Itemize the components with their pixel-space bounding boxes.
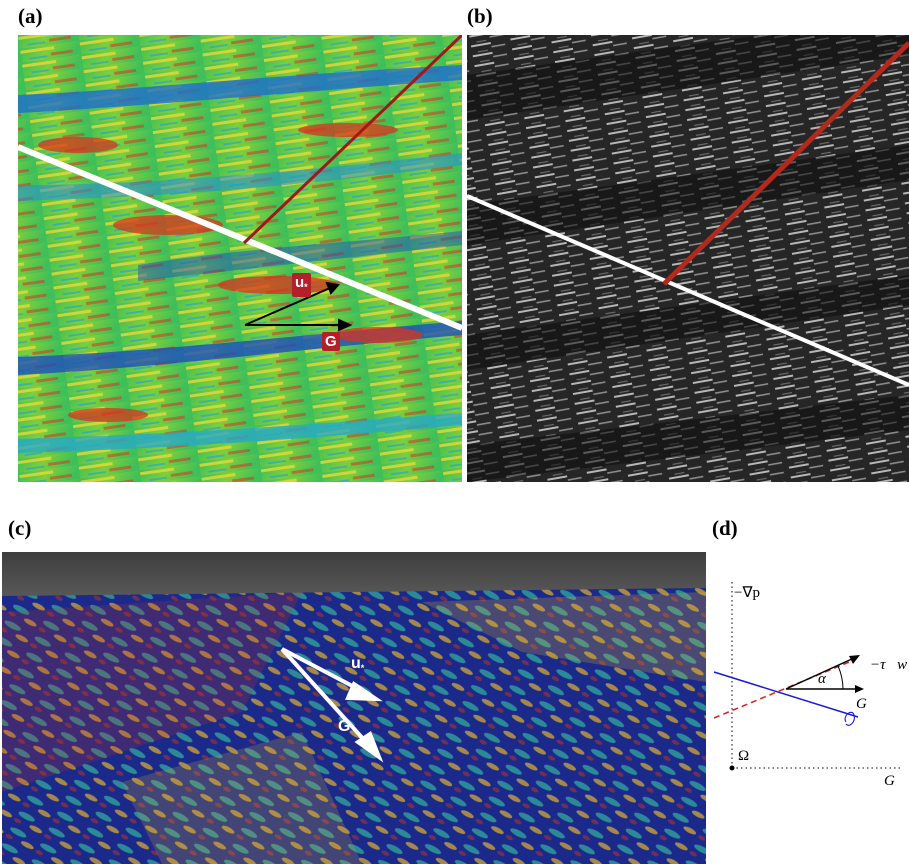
panel-c-geostrophic-label: G <box>338 718 351 735</box>
panel-d-wall-stress-arrowhead <box>849 655 860 664</box>
panel-b-label: (b) <box>467 4 493 28</box>
panel-a-friction-velocity-arrow <box>244 287 331 326</box>
panel-d-rotation-icon <box>844 711 855 726</box>
panel-a-background <box>18 35 462 482</box>
panel-d-angle-arc <box>837 665 844 690</box>
panel-d-wall-stress-label: −τ⃗w <box>870 657 908 673</box>
panel-d-geostrophic-arrow-label: G⃗ <box>856 696 879 712</box>
panel-d-geostrophic-arrowhead <box>855 685 864 693</box>
panel-d-wall-stress-arrow <box>785 657 855 690</box>
panel-b-red-line <box>662 41 909 286</box>
panel-d-red-dashed-line <box>713 659 855 719</box>
panel-b-dark-bands <box>467 35 909 482</box>
panel-b-white-line <box>467 194 909 387</box>
panel-c-perspective-visualization: u* G <box>2 552 706 864</box>
panel-d-canvas <box>713 580 902 771</box>
panel-c-canvas <box>2 552 706 864</box>
panel-a-red-line <box>242 35 462 245</box>
panel-c-geostrophic-arrow <box>280 647 368 744</box>
panel-d-geostrophic-axis-label: G⃗ <box>884 773 907 789</box>
panel-c-friction-velocity-text: u <box>351 655 361 672</box>
panel-a-flow-visualization: u* G <box>18 35 462 482</box>
panel-a-friction-velocity-arrowhead <box>325 281 340 295</box>
panel-a-vectors <box>244 281 353 332</box>
panel-a-friction-velocity-subscript: * <box>304 282 308 292</box>
panel-c-friction-velocity-subscript: * <box>360 663 365 673</box>
panel-d-origin-dot <box>729 765 735 771</box>
panel-b-canvas <box>467 35 909 482</box>
panel-a-label: (a) <box>18 4 43 28</box>
panel-c-friction-velocity-arrow <box>281 647 361 692</box>
panel-b-streak-visualization <box>467 35 909 482</box>
panel-c-label: (c) <box>8 516 32 540</box>
panel-a-geostrophic-label: G <box>322 332 340 351</box>
panel-c-friction-velocity-label: u* <box>348 654 367 678</box>
panel-c-warm-regions <box>2 592 706 864</box>
panel-a-friction-velocity-label: u* <box>292 273 311 297</box>
panel-c-geostrophic-arrowhead <box>354 730 384 763</box>
panel-c-vectors <box>280 647 384 763</box>
panel-d-pressure-gradient-label: −∇p <box>734 585 760 601</box>
panel-d-omega-label: Ω <box>738 748 750 764</box>
panel-a-geostrophic-arrowhead <box>338 318 353 332</box>
panel-d-label: (d) <box>712 516 738 540</box>
panel-a-canvas <box>18 35 462 482</box>
panel-d-alpha-label: α <box>818 671 826 687</box>
panel-d-schematic: −∇p −τ⃗w α G⃗ Ω G⃗ <box>706 572 909 792</box>
panel-a-friction-velocity-text: u <box>295 274 305 291</box>
panel-d-blue-line <box>713 671 859 718</box>
panel-c-friction-velocity-arrowhead <box>345 680 383 702</box>
panel-a-white-line <box>18 144 462 331</box>
